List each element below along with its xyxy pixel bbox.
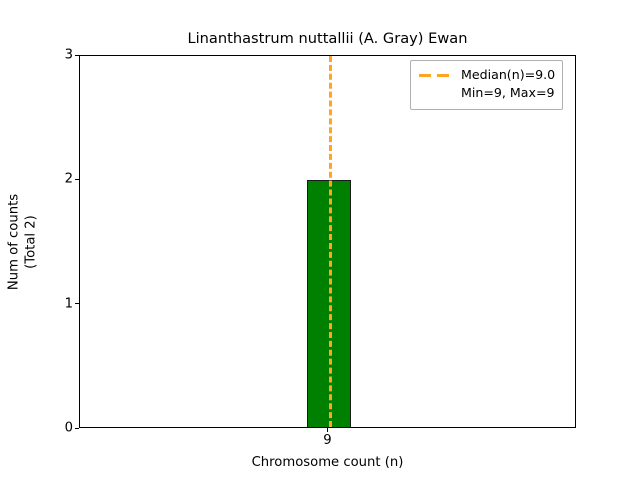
plot-area bbox=[79, 55, 576, 428]
y-tick-mark bbox=[75, 54, 79, 56]
x-tick-label: 9 bbox=[323, 433, 332, 448]
x-tick-mark bbox=[327, 428, 329, 432]
y-tick-label: 0 bbox=[64, 420, 73, 436]
page-title: Linanthastrum nuttallii (A. Gray) Ewan bbox=[187, 30, 468, 47]
y-tick-label: 1 bbox=[64, 296, 73, 312]
x-axis-label: Chromosome count (n) bbox=[251, 455, 404, 470]
y-tick-label: 2 bbox=[64, 171, 73, 187]
legend-median-line-icon bbox=[418, 66, 454, 84]
y-axis-label: Num of counts (Total 2) bbox=[6, 193, 39, 290]
legend-text: Median(n)=9.0 Min=9, Max=9 bbox=[461, 66, 555, 103]
y-tick-mark bbox=[75, 178, 79, 180]
legend-entry-median: Median(n)=9.0 bbox=[461, 67, 556, 82]
legend: Median(n)=9.0 Min=9, Max=9 bbox=[410, 60, 564, 110]
y-axis-label-container: Num of counts (Total 2) bbox=[0, 55, 46, 428]
median-line bbox=[328, 56, 332, 427]
y-tick-mark bbox=[75, 427, 79, 429]
y-tick-label: 3 bbox=[64, 47, 73, 63]
plot-inner bbox=[80, 56, 575, 427]
legend-entry-minmax: Min=9, Max=9 bbox=[461, 85, 555, 101]
y-tick-mark bbox=[75, 303, 79, 305]
